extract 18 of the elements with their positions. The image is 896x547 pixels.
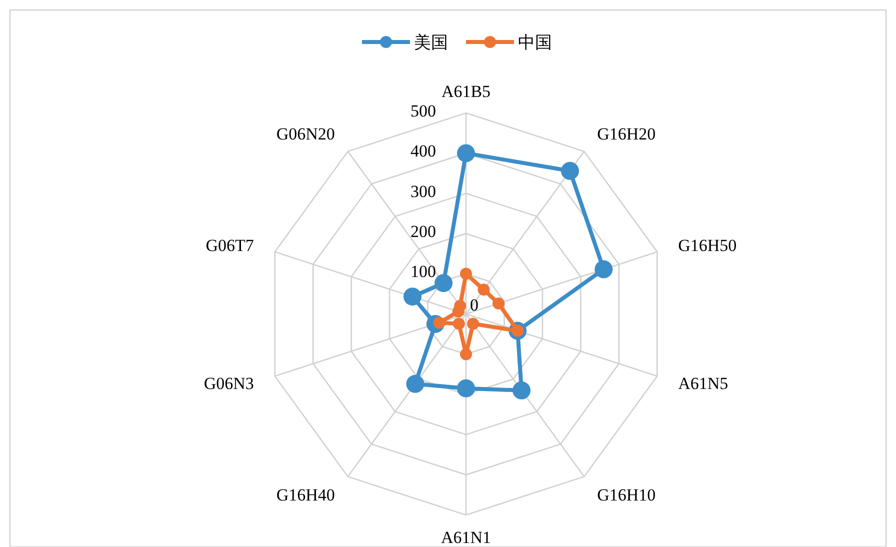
- legend-label: 中国: [518, 32, 552, 52]
- y-tick-label: 200: [410, 222, 436, 241]
- spoke-label: A61N1: [440, 528, 492, 547]
- y-tick-label: 500: [410, 101, 436, 120]
- spoke-label: G16H40: [276, 485, 335, 504]
- spoke-label: G06N3: [204, 374, 254, 393]
- y-tick-label: 400: [410, 142, 436, 161]
- y-tick-label: 0: [470, 295, 478, 314]
- spoke-label: A61N5: [678, 374, 728, 393]
- legend-label: 美国: [414, 32, 448, 52]
- spoke-label: G06T7: [206, 236, 254, 256]
- y-tick-label: 300: [410, 182, 436, 201]
- spoke-label: G16H10: [597, 485, 656, 504]
- spoke-label: G16H20: [597, 124, 656, 144]
- y-tick-label: 100: [410, 262, 436, 282]
- spoke-label: A61B5: [441, 82, 491, 101]
- spoke-label: G16H50: [678, 236, 737, 256]
- spoke-label: G06N20: [276, 124, 335, 144]
